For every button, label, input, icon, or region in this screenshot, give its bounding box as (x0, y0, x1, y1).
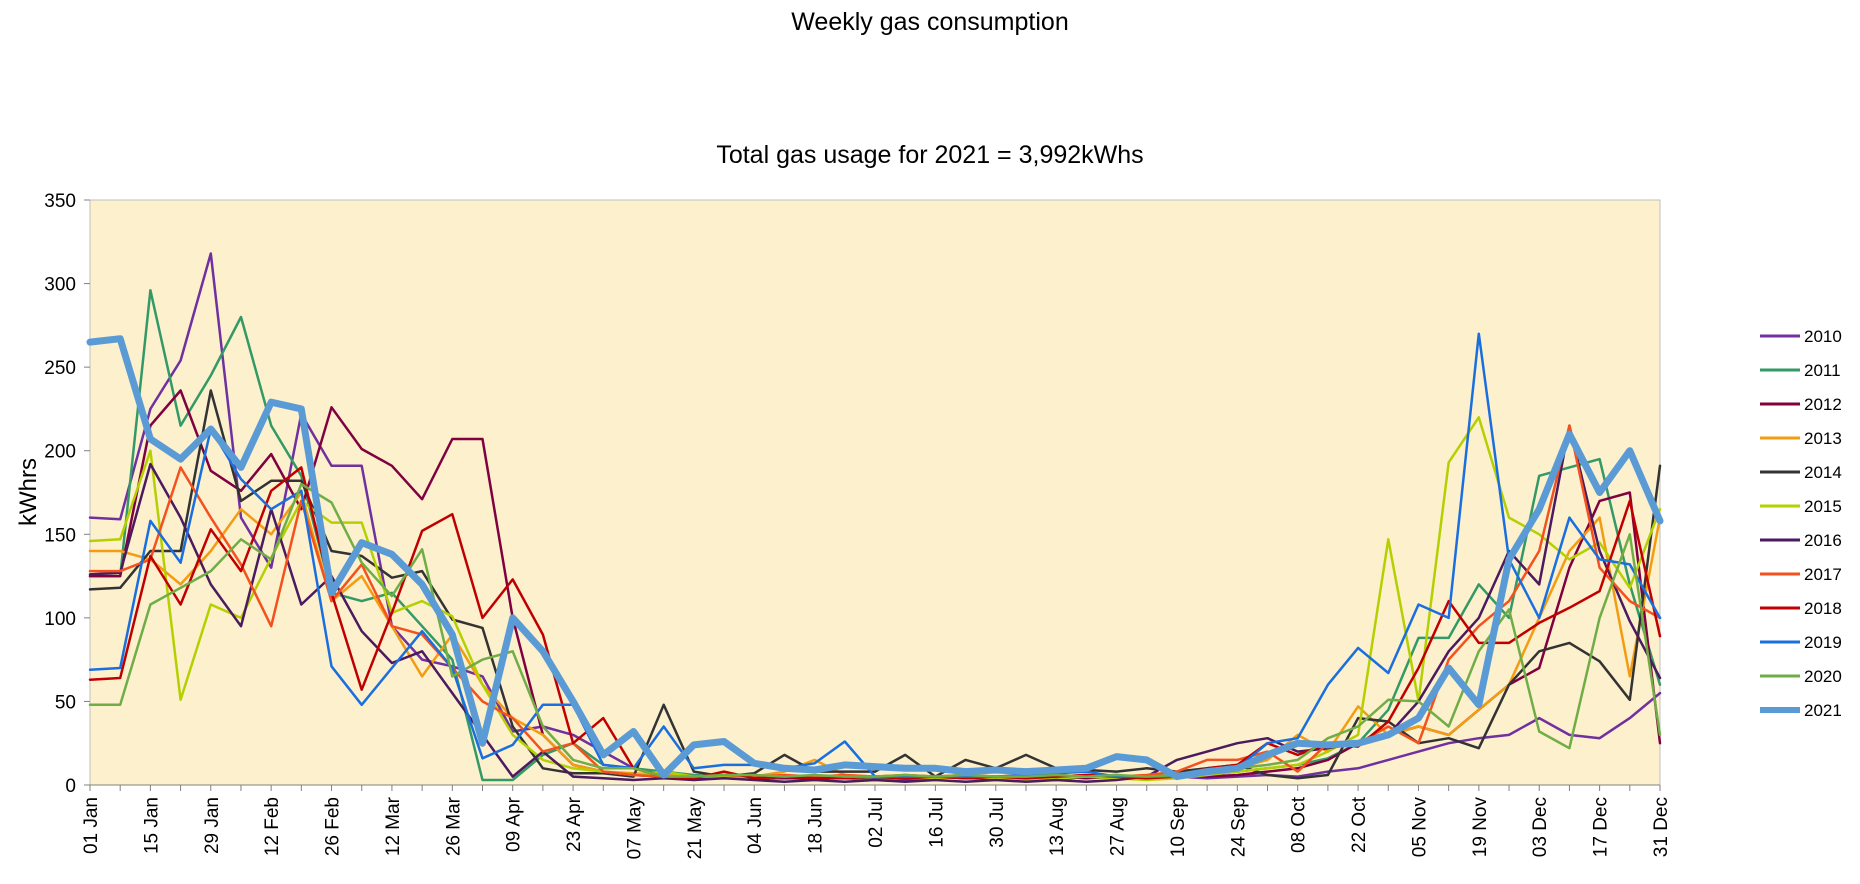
x-tick-label: 16 Jul (926, 797, 947, 848)
x-tick-label: 27 Aug (1108, 797, 1129, 856)
y-tick-label: 100 (44, 609, 76, 630)
x-tick-label: 13 Aug (1047, 797, 1068, 856)
x-tick-label: 02 Jul (866, 797, 887, 848)
legend-label-2015: 2015 (1804, 497, 1842, 516)
legend-label-2017: 2017 (1804, 565, 1842, 584)
x-tick-label: 22 Oct (1349, 796, 1370, 853)
legend: 2010 2011 2012 2013 2014 2015 2016 2017 2018 2019… (1760, 327, 1842, 720)
x-tick-label: 26 Feb (323, 797, 344, 856)
y-axis-ticks: 0 50 100 150 200 250 300 350 (44, 191, 90, 797)
legend-label-2012: 2012 (1804, 395, 1842, 414)
x-tick-label: 19 Nov (1470, 797, 1491, 858)
x-tick-label: 10 Sep (1168, 797, 1189, 857)
x-tick-label: 31 Dec (1651, 797, 1672, 857)
series-lines (86, 252, 1664, 783)
x-tick-label: 26 Mar (443, 796, 464, 856)
x-tick-label: 15 Jan (141, 797, 162, 854)
legend-label-2016: 2016 (1804, 531, 1842, 550)
legend-label-2018: 2018 (1804, 599, 1842, 618)
series-line-2021 (86, 335, 1664, 781)
x-tick-label: 08 Oct (1289, 796, 1310, 853)
y-tick-label: 250 (44, 358, 76, 379)
legend-label-2014: 2014 (1804, 463, 1842, 482)
x-tick-label: 21 May (685, 797, 706, 860)
y-tick-label: 150 (44, 525, 76, 546)
x-tick-label: 03 Dec (1530, 797, 1551, 857)
y-tick-label: 50 (55, 692, 76, 713)
x-tick-label: 30 Jul (987, 797, 1008, 848)
chart-title: Weekly gas consumption (791, 8, 1068, 36)
legend-label-2021: 2021 (1804, 701, 1842, 720)
legend-label-2019: 2019 (1804, 633, 1842, 652)
legend-label-2020: 2020 (1804, 667, 1842, 686)
series-line-2016 (88, 424, 1662, 783)
legend-label-2010: 2010 (1804, 327, 1842, 346)
x-tick-label: 24 Sep (1228, 797, 1249, 857)
plot-area (89, 199, 1661, 786)
y-tick-label: 200 (44, 442, 76, 463)
x-tick-label: 09 Apr (504, 796, 525, 852)
x-axis-ticks: 01 Jan 15 Jan 29 Jan 12 Feb 26 Feb 12 Mar 26 M… (81, 784, 1672, 860)
x-tick-label: 23 Apr (564, 796, 585, 852)
y-tick-label: 0 (65, 776, 76, 797)
x-tick-label: 05 Nov (1409, 797, 1430, 858)
y-axis-label: kWhrs (15, 458, 42, 526)
legend-label-2013: 2013 (1804, 429, 1842, 448)
x-tick-label: 12 Mar (383, 796, 404, 856)
x-tick-label: 07 May (624, 797, 645, 860)
x-tick-label: 04 Jun (745, 797, 766, 854)
x-tick-label: 29 Jan (202, 797, 223, 854)
x-tick-label: 12 Feb (262, 797, 283, 856)
series-line-2020 (88, 482, 1662, 778)
y-tick-label: 350 (44, 191, 76, 212)
series-line-2010 (88, 252, 1662, 782)
y-tick-label: 300 (44, 275, 76, 296)
x-tick-label: 18 Jun (806, 797, 827, 854)
x-tick-label: 01 Jan (81, 797, 102, 854)
legend-label-2011: 2011 (1804, 361, 1841, 380)
x-tick-label: 17 Dec (1591, 797, 1612, 857)
chart-subtitle: Total gas usage for 2021 = 3,992kWhs (716, 141, 1143, 169)
